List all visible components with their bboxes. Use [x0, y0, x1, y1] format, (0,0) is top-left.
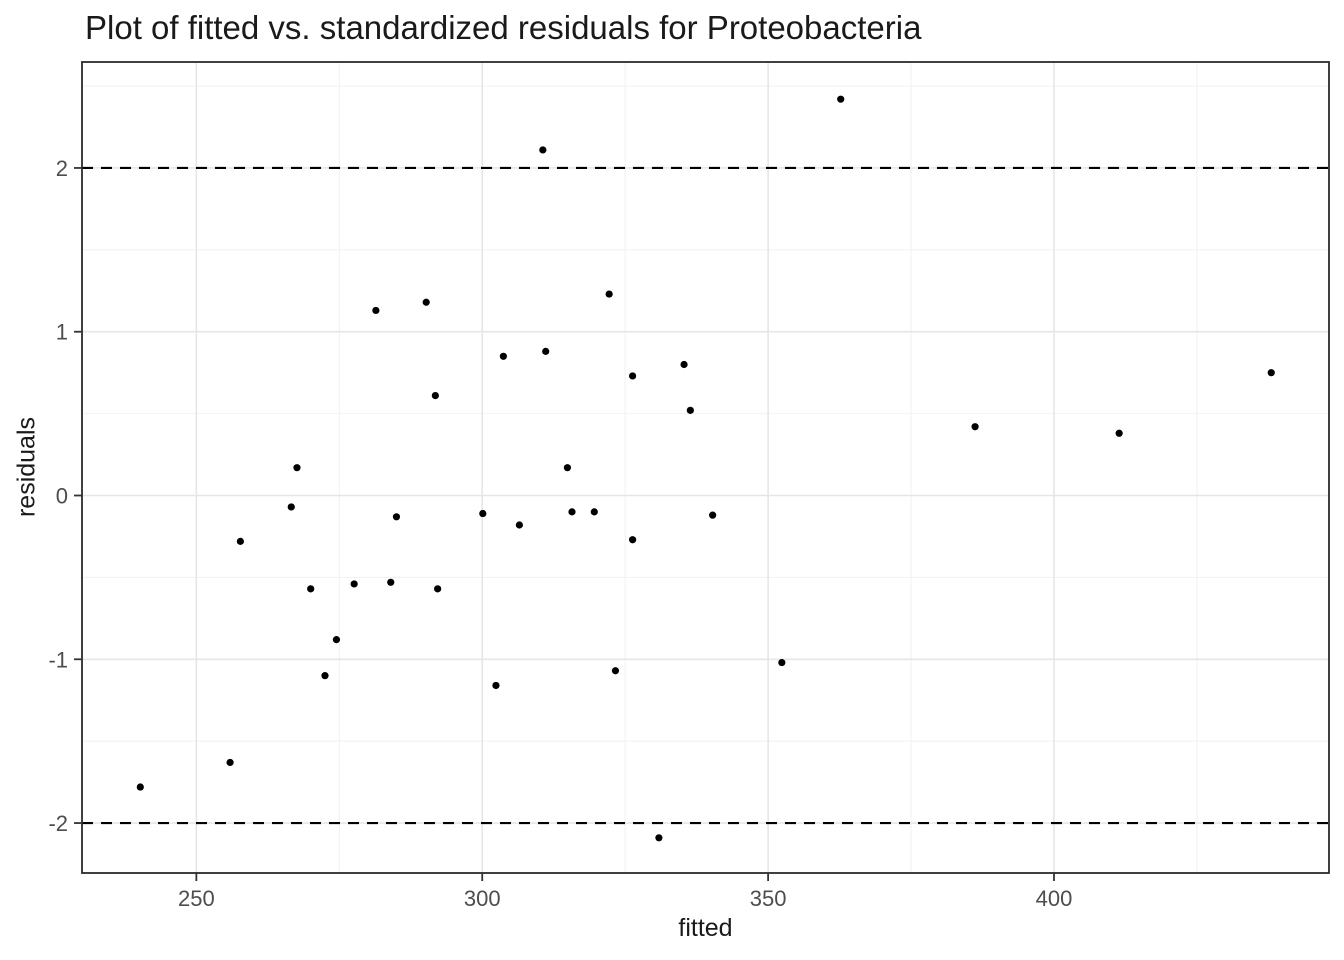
data-point — [236, 537, 244, 545]
y-tick-label: -1 — [48, 647, 68, 672]
data-point — [655, 834, 663, 842]
data-point — [1267, 369, 1275, 377]
y-tick-label: 1 — [56, 320, 68, 345]
data-point — [226, 758, 234, 767]
x-tick-label: 250 — [178, 886, 215, 911]
data-point — [307, 585, 315, 593]
data-point — [837, 95, 845, 103]
panel-background — [82, 62, 1329, 873]
data-point — [778, 658, 786, 667]
data-point — [287, 503, 295, 511]
data-point — [542, 347, 550, 355]
y-tick-label: -2 — [48, 811, 68, 836]
x-axis-title: fitted — [678, 914, 733, 942]
y-tick-label: 0 — [56, 484, 68, 509]
data-point — [422, 298, 430, 306]
panel-border — [81, 61, 1330, 874]
data-point — [136, 783, 144, 791]
data-point — [1115, 429, 1123, 437]
x-tick-label: 400 — [1036, 886, 1073, 911]
data-point — [568, 508, 576, 516]
data-point — [629, 372, 637, 380]
x-tick-label: 350 — [750, 886, 787, 911]
data-point — [611, 667, 620, 675]
data-point — [479, 509, 487, 518]
data-point — [372, 306, 380, 315]
y-tick-label: 2 — [56, 156, 68, 181]
data-point — [350, 580, 358, 588]
data-point — [971, 423, 979, 431]
data-point — [686, 406, 694, 414]
data-point — [499, 352, 507, 360]
data-point — [709, 511, 717, 519]
y-axis-title: residuals — [12, 416, 41, 518]
data-point — [492, 681, 500, 690]
data-point — [629, 536, 637, 544]
data-point — [539, 146, 547, 154]
data-point — [332, 636, 341, 644]
data-point — [431, 392, 439, 400]
plot-title: Plot of fitted vs. standardized residual… — [85, 9, 922, 46]
data-point — [590, 508, 598, 516]
data-point — [387, 578, 395, 586]
data-point — [680, 360, 688, 369]
data-point — [434, 585, 442, 593]
data-point — [563, 464, 572, 472]
data-point — [605, 290, 613, 298]
data-point — [515, 521, 523, 529]
x-tick-label: 300 — [464, 886, 501, 911]
data-point — [293, 464, 301, 472]
data-point — [321, 672, 329, 680]
data-point — [392, 513, 401, 521]
